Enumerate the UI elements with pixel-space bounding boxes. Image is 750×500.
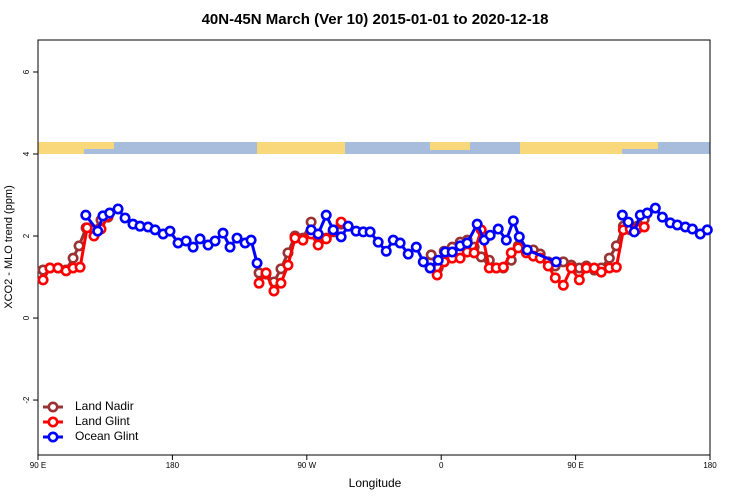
y-tick-label: 0 xyxy=(22,315,31,320)
data-point xyxy=(342,220,354,232)
data-point xyxy=(628,226,640,238)
data-point xyxy=(471,218,483,230)
x-tick-label: 90 E xyxy=(567,461,583,470)
surface-strip xyxy=(38,142,710,154)
legend-marker xyxy=(47,416,59,428)
data-point xyxy=(542,260,554,272)
data-point xyxy=(104,207,116,219)
data-point xyxy=(507,215,519,227)
data-point xyxy=(549,272,561,284)
data-point xyxy=(320,209,332,221)
x-tick-label: 90 W xyxy=(297,461,316,470)
data-point xyxy=(616,209,628,221)
data-point xyxy=(320,233,332,245)
x-axis-title: Longitude xyxy=(349,476,402,490)
data-point xyxy=(686,223,698,235)
chart-title: 40N-45N March (Ver 10) 2015-01-01 to 202… xyxy=(202,11,549,28)
data-point xyxy=(37,274,49,286)
legend-label: Land Nadir xyxy=(75,399,134,413)
y-tick-label: 6 xyxy=(22,69,31,74)
data-point xyxy=(410,241,422,253)
data-point xyxy=(557,279,569,291)
data-point xyxy=(209,235,221,247)
data-point xyxy=(468,247,480,259)
data-point xyxy=(224,241,236,253)
x-tick-label: 0 xyxy=(439,461,444,470)
legend-label: Ocean Glint xyxy=(75,429,139,443)
data-point xyxy=(268,285,280,297)
data-point xyxy=(312,239,324,251)
data-point xyxy=(394,237,406,249)
data-point xyxy=(638,221,650,233)
data-point xyxy=(500,234,512,246)
data-point xyxy=(550,256,562,268)
data-point xyxy=(492,223,504,235)
data-point xyxy=(595,266,607,278)
data-point xyxy=(622,216,634,228)
data-point xyxy=(164,225,176,237)
data-point xyxy=(372,236,384,248)
data-point xyxy=(701,224,713,236)
data-point xyxy=(461,237,473,249)
legend-label: Land Glint xyxy=(75,414,130,428)
x-tick-label: 90 E xyxy=(30,461,46,470)
data-point xyxy=(187,241,199,253)
data-point xyxy=(603,252,615,264)
data-point xyxy=(231,232,243,244)
data-point xyxy=(149,224,161,236)
data-point xyxy=(80,209,92,221)
data-point xyxy=(425,249,437,261)
x-tick-label: 180 xyxy=(703,461,717,470)
data-point xyxy=(260,267,272,279)
data-point xyxy=(81,222,93,234)
data-point xyxy=(312,228,324,240)
y-tick-label: -2 xyxy=(22,396,31,404)
data-point xyxy=(446,246,458,258)
data-point xyxy=(282,259,294,271)
data-point xyxy=(431,269,443,281)
data-point xyxy=(245,234,257,246)
data-point xyxy=(610,261,622,273)
data-point xyxy=(253,277,265,289)
data-point xyxy=(565,262,577,274)
data-point xyxy=(335,231,347,243)
data-point xyxy=(484,229,496,241)
data-point xyxy=(402,248,414,260)
data-point xyxy=(432,254,444,266)
legend-marker xyxy=(47,401,59,413)
data-point xyxy=(513,231,525,243)
data-point xyxy=(327,224,339,236)
data-point xyxy=(641,207,653,219)
y-tick-label: 2 xyxy=(22,233,31,238)
data-point xyxy=(454,252,466,264)
data-point xyxy=(217,227,229,239)
data-point xyxy=(67,252,79,264)
data-point xyxy=(497,261,509,273)
data-point xyxy=(194,233,206,245)
legend-marker xyxy=(47,431,59,443)
data-point xyxy=(649,202,661,214)
data-point xyxy=(656,211,668,223)
data-point xyxy=(251,257,263,269)
data-point xyxy=(119,212,131,224)
plot-frame xyxy=(37,39,711,456)
data-point xyxy=(74,261,86,273)
data-point xyxy=(521,244,533,256)
data-point xyxy=(573,274,585,286)
y-axis-title: XCO2 - MLO trend (ppm) xyxy=(3,185,15,308)
y-tick-label: 4 xyxy=(22,151,31,156)
data-point xyxy=(275,277,287,289)
data-point xyxy=(417,256,429,268)
data-point xyxy=(112,203,124,215)
x-tick-label: 180 xyxy=(166,461,180,470)
data-point xyxy=(297,234,309,246)
data-point xyxy=(180,235,192,247)
data-point xyxy=(505,247,517,259)
data-point xyxy=(364,226,376,238)
data-point xyxy=(380,245,392,257)
data-point xyxy=(424,262,436,274)
data-point xyxy=(92,225,104,237)
